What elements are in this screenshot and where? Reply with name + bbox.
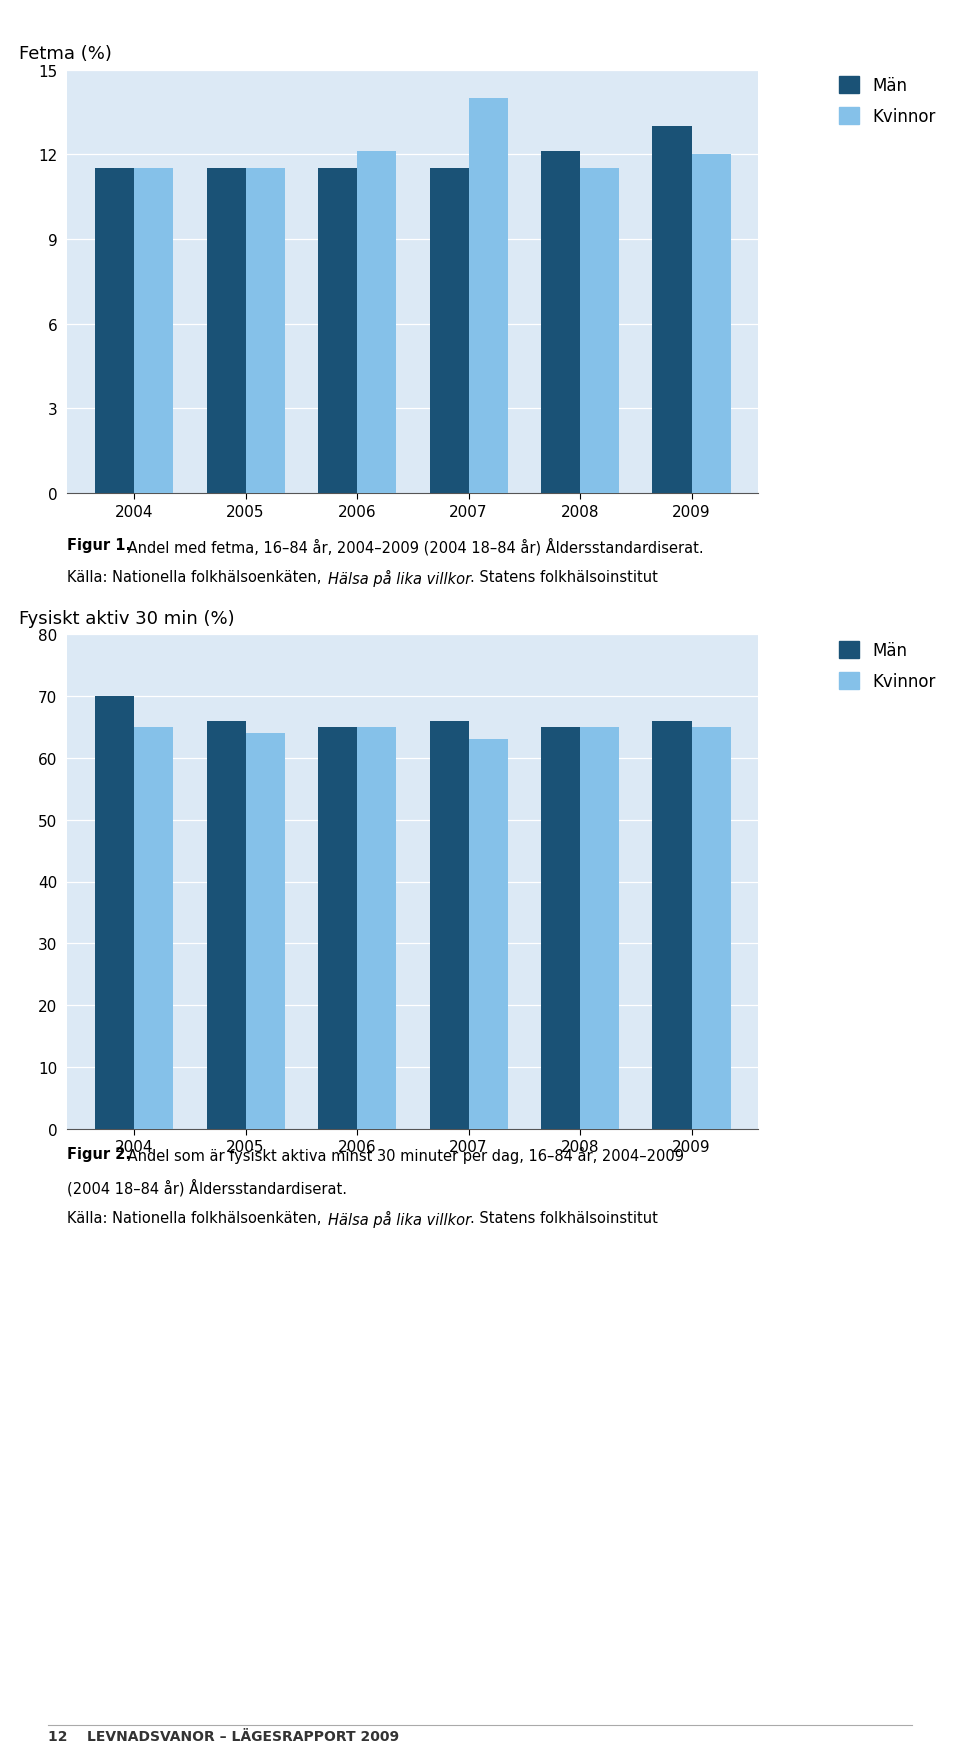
Bar [580, 727, 619, 1129]
Bar [206, 721, 246, 1129]
Bar [429, 169, 468, 494]
Bar [206, 169, 246, 494]
Bar [318, 169, 357, 494]
Bar [468, 99, 508, 494]
Text: Andel med fetma, 16–84 år, 2004–2009 (2004 18–84 år) Åldersstandardiserat.: Andel med fetma, 16–84 år, 2004–2009 (20… [123, 538, 704, 556]
Text: Fysiskt aktiv 30 min (%): Fysiskt aktiv 30 min (%) [19, 610, 234, 628]
Legend: Män, Kvinnor: Män, Kvinnor [832, 71, 942, 132]
Bar [691, 155, 731, 494]
Bar [134, 169, 173, 494]
Bar [357, 727, 396, 1129]
Bar [246, 734, 284, 1129]
Bar [134, 727, 173, 1129]
Text: Källa: Nationella folkhälsoenkäten,: Källa: Nationella folkhälsoenkäten, [67, 570, 326, 584]
Text: Figur 2.: Figur 2. [67, 1147, 132, 1161]
Bar [95, 169, 134, 494]
Text: . Statens folkhälsoinstitut: . Statens folkhälsoinstitut [470, 1210, 659, 1224]
Text: . Statens folkhälsoinstitut: . Statens folkhälsoinstitut [470, 570, 659, 584]
Text: Hälsa på lika villkor: Hälsa på lika villkor [328, 570, 471, 587]
Bar [541, 152, 580, 494]
Text: Källa: Nationella folkhälsoenkäten,: Källa: Nationella folkhälsoenkäten, [67, 1210, 326, 1224]
Text: Andel som är fysiskt aktiva minst 30 minuter per dag, 16–84 år, 2004–2009: Andel som är fysiskt aktiva minst 30 min… [123, 1147, 684, 1164]
Bar [691, 727, 731, 1129]
Bar [246, 169, 284, 494]
Bar [318, 727, 357, 1129]
Bar [357, 152, 396, 494]
Text: Fetma (%): Fetma (%) [19, 46, 111, 64]
Bar [468, 741, 508, 1129]
Text: (2004 18–84 år) Åldersstandardiserat.: (2004 18–84 år) Åldersstandardiserat. [67, 1178, 348, 1196]
Bar [580, 169, 619, 494]
Bar [541, 727, 580, 1129]
Bar [95, 697, 134, 1129]
Text: Figur 1.: Figur 1. [67, 538, 132, 552]
Bar [429, 721, 468, 1129]
Bar [653, 721, 691, 1129]
Text: 12    LEVNADSVANOR – LÄGESRAPPORT 2009: 12 LEVNADSVANOR – LÄGESRAPPORT 2009 [48, 1729, 399, 1743]
Text: Hälsa på lika villkor: Hälsa på lika villkor [328, 1210, 471, 1228]
Bar [653, 127, 691, 494]
Legend: Män, Kvinnor: Män, Kvinnor [832, 635, 942, 697]
